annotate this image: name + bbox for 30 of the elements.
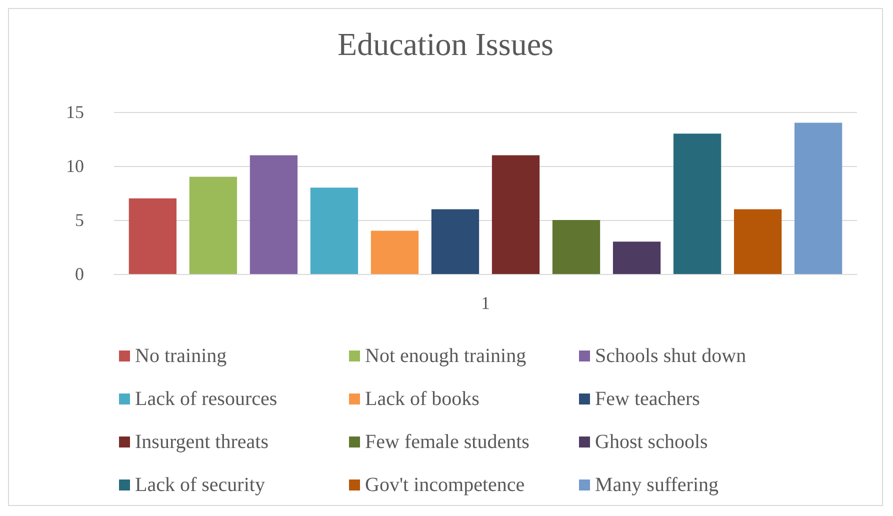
legend-label: Few teachers [595,388,700,410]
legend-label: No training [135,345,227,367]
legend-label: Lack of books [365,388,480,410]
bar [250,155,298,274]
bar [128,198,177,274]
bar [310,188,358,274]
chart-title: Education Issues [338,26,554,62]
bar [492,155,540,274]
legend-label: Ghost schools [595,431,708,453]
legend-label: Few female students [365,431,530,453]
x-tick-label: 1 [481,293,490,313]
bar [673,134,722,274]
bar [189,176,238,274]
bar [431,209,480,274]
legend-label: Not enough training [365,345,526,367]
bar [370,230,419,274]
legend-label: Schools shut down [595,345,746,367]
y-tick-label: 5 [75,210,84,230]
bar [734,209,782,274]
y-tick-label: 15 [66,102,84,122]
legend-label: Insurgent threats [135,431,269,453]
legend-label: Gov't incompetence [365,474,525,496]
legend-label: Lack of resources [135,388,278,410]
bar [552,220,600,274]
bar [794,122,842,274]
bar [612,242,661,274]
y-tick-label: 10 [66,156,84,176]
legend-label: Lack of security [135,474,265,496]
y-tick-label: 0 [75,264,84,284]
legend-label: Many suffering [595,474,718,496]
